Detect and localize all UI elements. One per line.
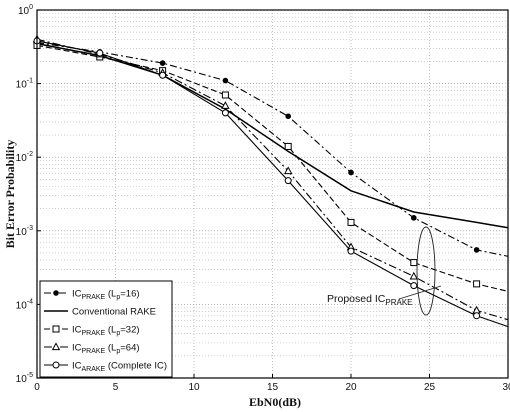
legend-marker-ic_prake_16 [53,290,59,296]
series-line-conventional_rake [36,42,509,229]
point-ic_prake_32 [221,91,229,99]
point-ic_arake [159,71,167,79]
proposed-ellipse [416,226,436,316]
y-tick-label: 10-1 [16,78,33,91]
y-tick-label: 10-4 [16,298,33,311]
annotation-pointer-line [398,285,442,300]
x-tick-label: 10 [188,382,200,393]
point-ic_prake_32 [473,280,481,288]
point-ic_prake_16 [222,77,229,84]
x-tick-label: 30 [502,382,510,393]
legend-marker-ic_prake_32 [52,325,60,333]
y-tick-label: 10-3 [16,225,33,238]
axis-ticks: 0 5 10 15 20 25 30 10-5 10-4 10-3 10-2 10-1 100 [16,4,510,393]
x-tick-label: 25 [424,382,436,393]
point-ic_prake_64 [221,101,230,109]
point-ic_prake_64 [283,166,293,175]
point-ic_prake_32 [410,259,418,267]
point-ic_prake_16 [411,215,417,221]
annotation-sub: PRAKE [385,298,412,307]
legend-label-conventional_rake: Conventional RAKE [72,307,156,318]
legend-label-ic_arake: ICARAKE (Complete IC) [72,361,167,374]
point-ic_prake_16 [348,169,354,176]
series-line-ic_prake_32 [36,44,509,292]
point-ic_prake_64 [409,271,419,280]
point-ic_arake [221,109,229,117]
y-tick-label: 10-5 [16,372,33,385]
point-ic_prake_32 [284,142,292,150]
legend-label-ic_prake_64: ICPRAKE (Lp=64) [72,343,140,356]
legend-label-ic_prake_32: ICPRAKE (Lp=32) [72,325,140,338]
point-ic_arake [347,247,355,255]
point-ic_prake_16 [159,60,166,66]
annotation-prefix: Proposed IC [327,293,386,305]
point-ic_prake_16 [473,247,480,253]
x-axis-label: EbN0(dB) [249,395,301,409]
point-ic_prake_16 [285,113,292,120]
x-tick-label: 0 [34,382,40,393]
point-ic_arake [473,312,481,320]
point-ic_arake [284,177,292,185]
y-tick-label: 100 [18,4,33,17]
y-tick-label: 10-2 [16,151,33,164]
legend-marker-ic_arake [52,361,60,369]
point-ic_arake [410,282,418,290]
annotation-label: Proposed ICPRAKE [327,293,413,307]
x-tick-label: 5 [113,382,119,393]
legend-label-ic_prake_16: ICPRAKE (Lp=16) [72,289,140,302]
legend-marker-ic_prake_64 [51,342,61,351]
point-ic_arake [96,49,104,57]
y-axis-label: Bit Error Probability [3,140,17,249]
x-tick-label: 15 [267,382,279,393]
proposed-annotation: Proposed ICPRAKE [327,226,442,316]
point-ic_prake_32 [347,218,355,226]
x-tick-label: 20 [345,382,357,393]
legend: ICPRAKE (Lp=16) Conventional RAKE ICPRAKE … [39,280,173,378]
